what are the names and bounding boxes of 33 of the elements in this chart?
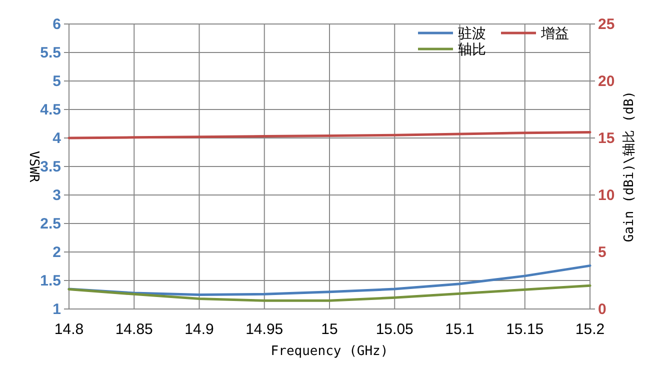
x-axis-title: Frequency (GHz) [270,344,388,359]
y-tick-label: 5 [52,73,61,90]
y2-tick-label: 20 [598,73,615,90]
y2-tick-label: 15 [598,130,615,147]
y-tick-label: 4.5 [40,102,61,118]
y-tick-label: 1 [52,301,61,318]
y2-axis-title: Gain (dBi)\轴比 (dB) [622,90,637,242]
y-tick-label: 2 [52,244,61,261]
y-tick-label: 6 [52,16,61,33]
y2-tick-label: 25 [598,16,615,33]
y-axis-title: VSWR [26,150,41,182]
x-tick-label: 14.95 [246,321,284,338]
y-tick-label: 2.5 [40,216,61,232]
x-tick-label: 15.2 [575,321,605,338]
y-tick-label: 3 [52,187,61,204]
legend-label: 轴比 [458,42,486,58]
x-tick-label: 14.85 [115,321,153,338]
x-tick-label: 15.1 [445,321,474,338]
y-tick-label: 5.5 [40,44,61,62]
y2-tick-label: 10 [598,187,615,204]
x-tick-label: 14.9 [184,321,214,338]
x-tick-label: 15.05 [376,321,414,338]
legend-label: 增益 [540,26,569,42]
x-tick-label: 14.8 [54,321,84,338]
y2-tick-label: 0 [598,301,606,318]
legend-label: 驻波 [458,26,486,42]
line-series [68,284,592,302]
y-tick-label: 3.5 [40,158,61,176]
y2-tick-label: 5 [598,244,606,261]
y-tick-label: 1.5 [40,272,61,290]
x-tick-label: 15 [321,321,338,338]
y-tick-label: 4 [52,130,62,147]
x-tick-label: 15.15 [506,321,544,338]
